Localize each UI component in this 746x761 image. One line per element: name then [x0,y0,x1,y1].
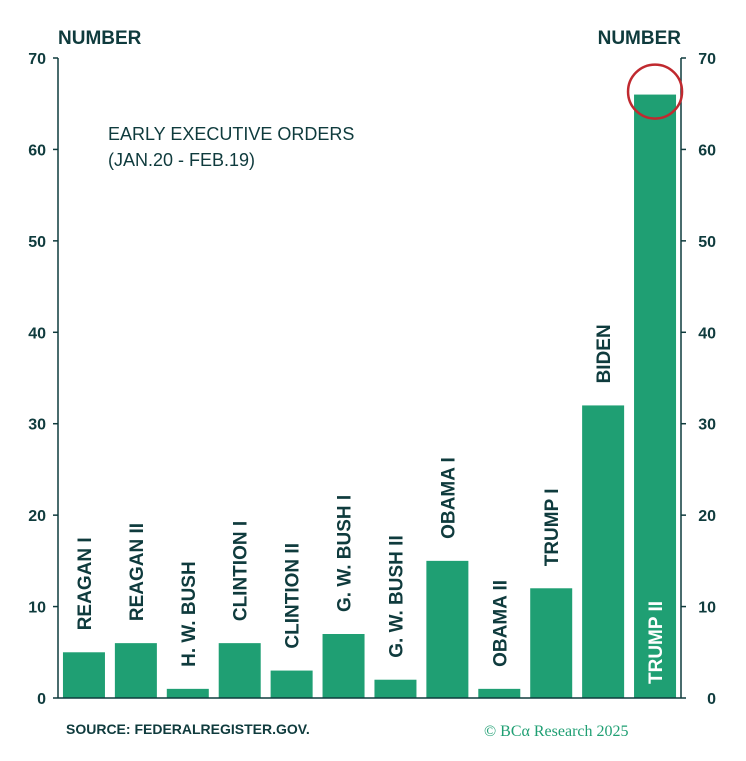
bar [114,643,157,698]
left-tick-label: 20 [28,508,46,525]
bar [218,643,261,698]
bar-category-label: CLINTION II [283,543,304,649]
bar [426,560,469,698]
left-y-axis: 0 10 20 30 40 50 60 70 [28,51,58,708]
bar [166,688,209,698]
bar [270,670,313,698]
source-note: SOURCE: FEDERALREGISTER.GOV. [66,721,310,737]
bar-category-label: TRUMP II [646,601,667,684]
left-tick-label: 40 [28,325,46,342]
annotation-line-1: EARLY EXECUTIVE ORDERS [108,124,354,144]
left-tick-label: 30 [28,417,46,434]
bar [322,634,365,698]
right-tick-label: 20 [698,508,716,525]
highlight-circle [626,63,684,120]
bar-labels: REAGAN I REAGAN II H. W. BUSH CLINTION I CLI… [75,324,667,684]
bar-category-label: TRUMP I [542,489,563,567]
chart-annotation: EARLY EXECUTIVE ORDERS (JAN.20 - FEB.19) [108,124,359,170]
bar [478,688,521,698]
bar-category-label: CLINTION I [231,521,252,621]
bar [634,94,677,699]
right-tick-label: 60 [698,142,716,159]
bar [530,588,573,698]
bar-category-label: REAGAN I [75,537,96,630]
bar-category-label: REAGAN II [127,523,148,621]
bca-credit: © BCα Research 2025 [484,723,629,740]
bar-category-label: OBAMA II [490,580,511,667]
bar-category-label: BIDEN [594,324,615,383]
right-tick-label: 0 [707,691,716,708]
right-tick-label: 10 [698,600,716,617]
right-y-axis: 0 10 20 30 40 50 60 70 [681,51,716,708]
right-tick-label: 50 [698,234,716,251]
bar [62,652,105,698]
bar [582,405,625,698]
bar [374,679,417,698]
bar-category-label: G. W. BUSH II [386,535,407,657]
bars [62,94,677,699]
right-tick-label: 30 [698,417,716,434]
left-tick-label: 50 [28,234,46,251]
bar-category-label: OBAMA I [438,457,459,539]
right-axis-title: NUMBER [598,28,682,49]
annotation-line-2: (JAN.20 - FEB.19) [108,150,255,170]
left-tick-label: 0 [37,691,46,708]
bar-category-label: H. W. BUSH [179,561,200,667]
right-tick-label: 40 [698,325,716,342]
left-tick-label: 60 [28,142,46,159]
left-tick-label: 10 [28,600,46,617]
bar-category-label: G. W. BUSH I [335,495,356,612]
left-tick-label: 70 [28,51,46,68]
left-axis-title: NUMBER [58,28,142,49]
right-tick-label: 70 [698,51,716,68]
